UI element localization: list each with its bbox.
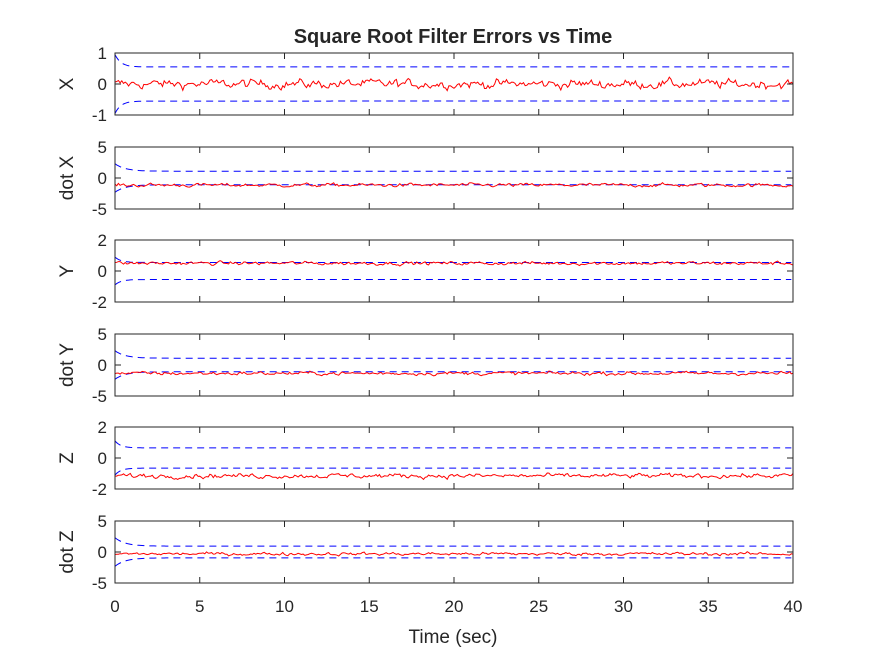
y-tick-label: 0 (98, 262, 107, 281)
x-tick-label: 5 (195, 597, 204, 616)
y-tick-label: -5 (92, 574, 107, 593)
chart-title: Square Root Filter Errors vs Time (294, 26, 613, 48)
x-tick-label: 20 (445, 597, 464, 616)
axes-box (114, 426, 794, 490)
y-tick-label: -5 (92, 387, 107, 406)
x-axis-label: Time (sec) (408, 627, 497, 648)
lower-bound-line (115, 467, 792, 476)
y-tick-label: 0 (98, 449, 107, 468)
upper-bound-line (115, 163, 792, 172)
y-axis-label: X (57, 77, 78, 90)
y-axis-label: dot X (57, 155, 78, 200)
error-line (115, 182, 793, 188)
error-line (115, 370, 793, 377)
lower-bound-line (115, 557, 792, 567)
upper-bound-line (115, 350, 792, 359)
upper-bound-line (115, 54, 792, 68)
y-tick-label: -5 (92, 200, 107, 219)
error-line (115, 472, 793, 481)
y-tick-label: 5 (98, 138, 107, 157)
lower-bound-line (115, 184, 792, 193)
y-tick-label: 5 (98, 512, 107, 531)
lower-bound-line (115, 100, 792, 114)
x-tick-label: 35 (699, 597, 718, 616)
y-tick-label: 2 (98, 418, 107, 437)
y-tick-label: -2 (92, 480, 107, 499)
error-line (115, 260, 793, 267)
subplot-1: -5 0 5 dot X (57, 138, 794, 219)
x-tick-label: 40 (784, 597, 803, 616)
subplot-3: -5 0 5 dot Y (57, 325, 794, 406)
x-tick-label: 30 (614, 597, 633, 616)
y-tick-label: 2 (98, 231, 107, 250)
subplot-0: -1 0 1 X (57, 44, 794, 125)
y-axis-label: dot Z (57, 530, 78, 574)
subplot-4: -2 0 2 Z (57, 418, 794, 499)
axes-box (114, 239, 794, 303)
y-axis-label: Y (57, 264, 78, 277)
error-line (115, 76, 793, 92)
y-tick-label: 0 (98, 356, 107, 375)
y-tick-label: 0 (98, 543, 107, 562)
y-tick-label: 0 (98, 169, 107, 188)
y-tick-label: 1 (98, 44, 107, 63)
axes-box (114, 520, 794, 584)
subplot-5: -5 0 5 dot Z (57, 512, 794, 593)
y-tick-label: -1 (92, 106, 107, 125)
y-tick-label: 5 (98, 325, 107, 344)
upper-bound-line (115, 440, 792, 449)
y-axis-label: dot Y (57, 343, 78, 387)
x-tick-label: 0 (110, 597, 119, 616)
x-tick-label: 10 (275, 597, 294, 616)
axes-box (114, 52, 794, 116)
x-tick-label: 15 (360, 597, 379, 616)
y-axis-label: Z (57, 452, 78, 464)
upper-bound-line (115, 537, 792, 547)
y-tick-label: -2 (92, 293, 107, 312)
subplot-2: -2 0 2 Y (57, 231, 794, 312)
axes-box (114, 333, 794, 397)
x-tick-label: 25 (529, 597, 548, 616)
lower-bound-line (115, 279, 792, 286)
error-line (115, 551, 793, 557)
y-tick-label: 0 (98, 75, 107, 94)
axes-box (114, 146, 794, 210)
